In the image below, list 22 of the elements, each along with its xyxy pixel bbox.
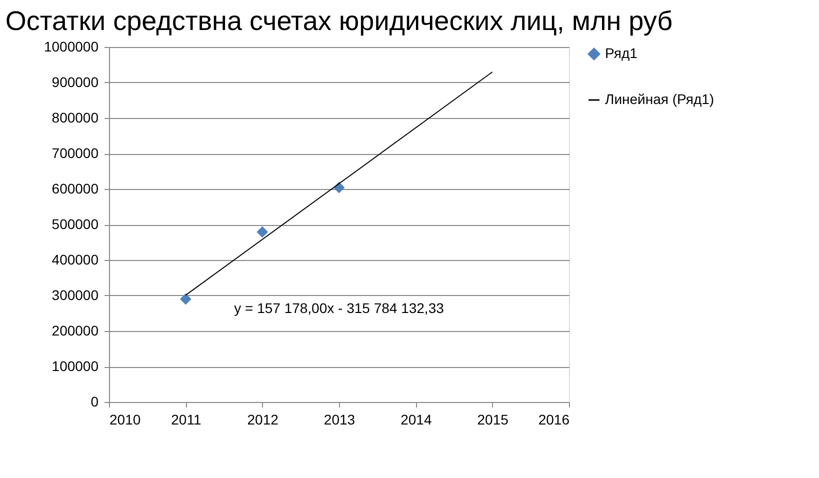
y-tick-label: 800000 bbox=[52, 110, 99, 126]
x-tick-label: 2010 bbox=[110, 412, 141, 428]
x-tick-label: 2011 bbox=[171, 412, 202, 428]
y-tick-label: 400000 bbox=[52, 252, 99, 268]
x-tick-label: 2012 bbox=[247, 412, 279, 428]
y-tick-label: 0 bbox=[90, 394, 99, 410]
chart-title: Остатки средствна счетах юридических лиц, млн руб bbox=[5, 6, 673, 36]
x-tick-label: 2014 bbox=[400, 412, 432, 428]
legend-label: Ряд1 bbox=[605, 45, 638, 61]
y-tick-label: 200000 bbox=[52, 322, 99, 338]
y-tick-label: 1000000 bbox=[44, 38, 99, 54]
y-tick-label: 500000 bbox=[52, 216, 99, 232]
x-tick-label: 2013 bbox=[324, 412, 356, 428]
y-tick-label: 600000 bbox=[52, 180, 99, 196]
y-tick-label: 900000 bbox=[52, 74, 99, 90]
y-tick-label: 700000 bbox=[52, 145, 99, 161]
y-tick-label: 300000 bbox=[52, 287, 99, 303]
x-tick-label: 2016 bbox=[538, 412, 570, 428]
legend-label: Линейная (Ряд1) bbox=[605, 91, 714, 107]
x-tick-label: 2015 bbox=[477, 412, 509, 428]
annotation: y = 157 178,00x - 315 784 132,33 bbox=[234, 300, 444, 316]
y-tick-label: 100000 bbox=[52, 358, 99, 374]
